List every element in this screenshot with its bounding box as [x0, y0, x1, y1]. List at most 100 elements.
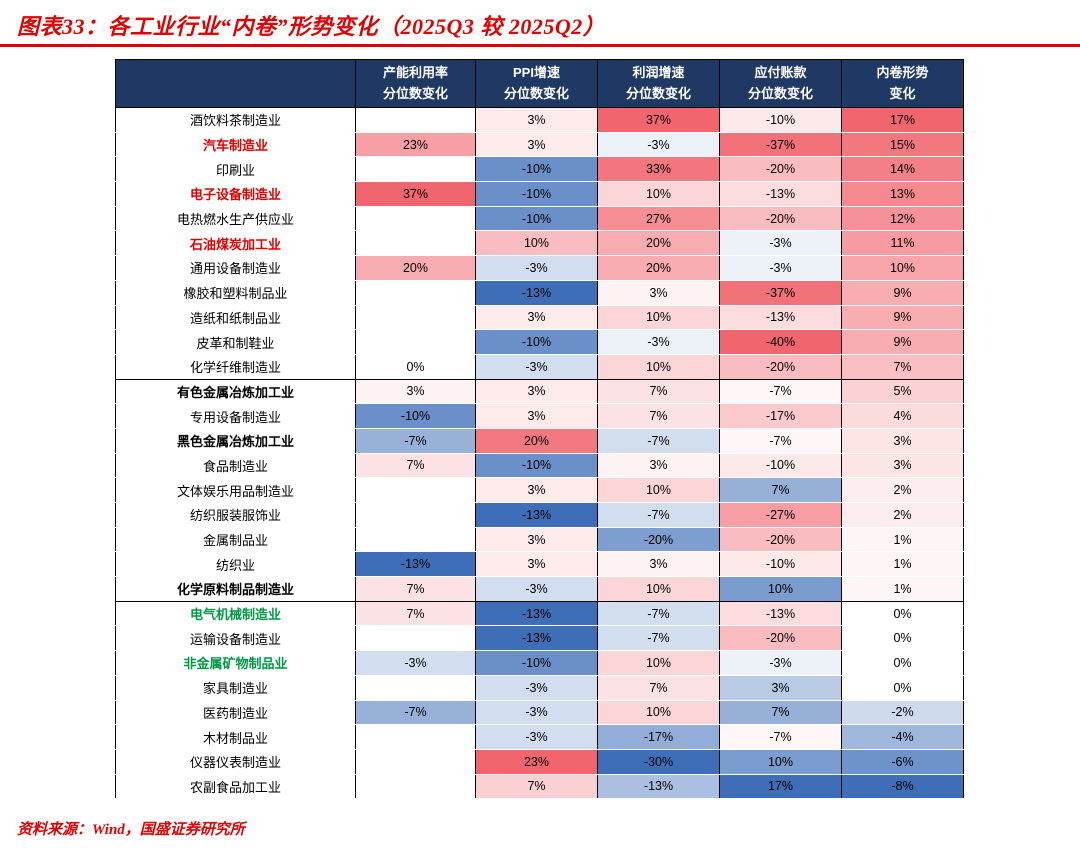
value-cell: 10% [597, 305, 720, 331]
industry-label: 金属制品业 [115, 527, 356, 553]
value-cell: -17% [719, 403, 842, 429]
value-cell: -10% [719, 453, 842, 479]
value-cell: -3% [719, 230, 842, 257]
value-cell: -3% [475, 724, 598, 750]
industry-label: 农副食品加工业 [115, 774, 356, 800]
industry-label: 石油煤炭加工业 [115, 230, 356, 257]
value-cell: -13% [475, 625, 598, 652]
value-cell: 5% [841, 379, 964, 405]
value-cell: -20% [719, 527, 842, 553]
value-cell: 3% [719, 675, 842, 701]
industry-label: 电气机械制造业 [115, 601, 356, 627]
value-cell: 3% [355, 379, 476, 405]
header-involution-change: 内卷形势 变化 [841, 59, 964, 108]
table-row: 食品制造业 7% -10% 3% -10% 3% [115, 453, 964, 479]
industry-label: 有色金属冶炼加工业 [115, 379, 356, 405]
table-row: 化学原料制品制造业 7% -3% 10% 10% 1% [115, 576, 964, 602]
value-cell: -3% [597, 329, 720, 355]
value-cell: -8% [841, 774, 964, 800]
industry-label: 通用设备制造业 [115, 255, 356, 281]
value-cell: 10% [597, 354, 720, 380]
industry-label: 非金属矿物制品业 [115, 650, 356, 676]
table-row: 非金属矿物制品业 -3% -10% 10% -3% 0% [115, 650, 964, 676]
value-cell: 1% [841, 527, 964, 553]
value-cell [355, 107, 476, 133]
table-row: 通用设备制造业 20% -3% 20% -3% 10% [115, 255, 964, 281]
value-cell: 4% [841, 403, 964, 429]
value-cell: -2% [841, 700, 964, 726]
value-cell: -3% [475, 576, 598, 602]
value-cell: -3% [475, 700, 598, 726]
value-cell: -7% [597, 428, 720, 454]
value-cell: -20% [719, 206, 842, 232]
value-cell: -7% [597, 601, 720, 627]
industry-label: 文体娱乐用品制造业 [115, 477, 356, 503]
value-cell: 1% [841, 551, 964, 578]
value-cell: -13% [475, 601, 598, 627]
value-cell: 10% [597, 576, 720, 602]
value-cell: 9% [841, 305, 964, 331]
value-cell: 7% [355, 453, 476, 479]
industry-label: 黑色金属冶炼加工业 [115, 428, 356, 454]
value-cell: 37% [355, 181, 476, 207]
value-cell: -7% [355, 700, 476, 726]
heatmap-table: 产能利用率 分位数变化 PPI增速 分位数变化 利润增速 分位数变化 应付账款 … [115, 59, 964, 800]
value-cell: 3% [475, 403, 598, 429]
industry-label: 电热燃水生产供应业 [115, 206, 356, 232]
value-cell: -13% [475, 502, 598, 528]
value-cell: 3% [597, 280, 720, 306]
table-row: 酒饮料茶制造业 3% 37% -10% 17% [115, 107, 964, 133]
value-cell: -27% [719, 502, 842, 528]
industry-label: 食品制造业 [115, 453, 356, 479]
industry-label: 仪器仪表制造业 [115, 749, 356, 775]
value-cell: -13% [475, 280, 598, 306]
value-cell: 7% [355, 576, 476, 602]
value-cell: 0% [841, 625, 964, 652]
industry-label: 医药制造业 [115, 700, 356, 726]
industry-label: 造纸和纸制品业 [115, 305, 356, 331]
value-cell: 3% [475, 477, 598, 503]
table-row: 印刷业 -10% 33% -20% 14% [115, 156, 964, 183]
value-cell: -20% [719, 156, 842, 183]
industry-label: 家具制造业 [115, 675, 356, 701]
value-cell: 3% [475, 551, 598, 578]
table-row: 纺织业 -13% 3% 3% -10% 1% [115, 551, 964, 578]
value-cell: 3% [475, 107, 598, 133]
value-cell: 20% [597, 230, 720, 257]
header-profit-growth: 利润增速 分位数变化 [597, 59, 720, 108]
table-row: 文体娱乐用品制造业 3% 10% 7% 2% [115, 477, 964, 503]
value-cell: 15% [841, 132, 964, 158]
value-cell [355, 724, 476, 750]
value-cell: -6% [841, 749, 964, 775]
table-row: 金属制品业 3% -20% -20% 1% [115, 527, 964, 553]
value-cell [355, 625, 476, 652]
header-accounts-payable: 应付账款 分位数变化 [719, 59, 842, 108]
value-cell: -10% [475, 181, 598, 207]
value-cell: 13% [841, 181, 964, 207]
value-cell: -10% [475, 329, 598, 355]
value-cell: 14% [841, 156, 964, 183]
industry-label: 木材制品业 [115, 724, 356, 750]
value-cell: 7% [475, 774, 598, 800]
value-cell: 17% [719, 774, 842, 800]
value-cell: -40% [719, 329, 842, 355]
value-cell [355, 502, 476, 528]
value-cell: 23% [355, 132, 476, 158]
value-cell: 0% [841, 675, 964, 701]
heatmap-body: 酒饮料茶制造业 3% 37% -10% 17% 汽车制造业 23% 3% -3% -37% 15% 印… [115, 107, 964, 800]
source-note: 资料来源：Wind，国盛证券研究所 [17, 822, 245, 838]
value-cell: -20% [597, 527, 720, 553]
value-cell: -3% [475, 255, 598, 281]
table-row: 橡胶和塑料制品业 -13% 3% -37% 9% [115, 280, 964, 306]
value-cell: 9% [841, 329, 964, 355]
value-cell: 1% [841, 576, 964, 602]
value-cell: -7% [597, 625, 720, 652]
value-cell: -10% [475, 650, 598, 676]
value-cell: -13% [355, 551, 476, 578]
table-row: 造纸和纸制品业 3% 10% -13% 9% [115, 305, 964, 331]
value-cell: 7% [719, 477, 842, 503]
value-cell: 0% [355, 354, 476, 380]
value-cell: 20% [475, 428, 598, 454]
value-cell [355, 527, 476, 553]
industry-label: 橡胶和塑料制品业 [115, 280, 356, 306]
